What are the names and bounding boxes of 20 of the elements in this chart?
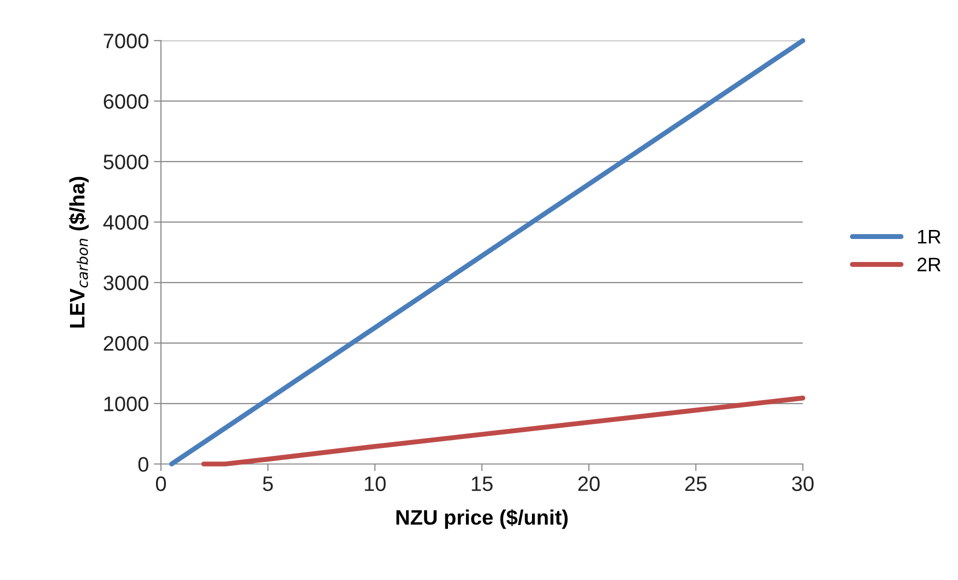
y-tick-label: 1000 (104, 396, 148, 412)
x-tick-label: 0 (156, 476, 166, 492)
x-tick-label: 5 (262, 476, 273, 492)
x-tick-label: 15 (472, 476, 493, 492)
x-tick-label: 10 (364, 476, 386, 492)
x-tick-label: 30 (792, 476, 814, 492)
x-tick-label: 25 (685, 476, 707, 492)
legend-label: 1R (918, 230, 941, 244)
x-tick-label: 20 (578, 476, 600, 492)
line-series (201, 396, 806, 466)
y-tick-label: 7000 (104, 34, 148, 48)
x-axis-title: NZU price ($/unit) (396, 509, 568, 529)
y-tick-label: 2000 (104, 336, 148, 351)
y-tick-label: 0 (138, 457, 148, 472)
y-tick-label: 3000 (104, 276, 148, 290)
y-axis-title: LEV$_{carbon}$ ($/ha) (68, 176, 89, 328)
y-tick-label: 4000 (103, 215, 148, 230)
y-tick-label: 5000 (104, 154, 148, 170)
legend-label: 2R (918, 258, 941, 272)
y-tick-label: 6000 (104, 94, 148, 109)
